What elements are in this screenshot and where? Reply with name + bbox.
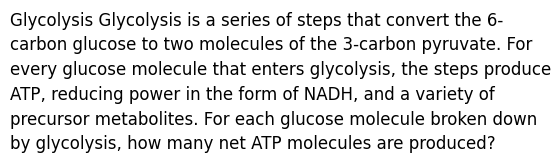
Text: Glycolysis Glycolysis is a series of steps that convert the 6-: Glycolysis Glycolysis is a series of ste…	[10, 12, 503, 30]
Text: ATP, reducing power in the form of NADH, and a variety of: ATP, reducing power in the form of NADH,…	[10, 86, 495, 104]
Text: every glucose molecule that enters glycolysis, the steps produce: every glucose molecule that enters glyco…	[10, 61, 551, 79]
Text: carbon glucose to two molecules of the 3-carbon pyruvate. For: carbon glucose to two molecules of the 3…	[10, 36, 532, 54]
Text: by glycolysis, how many net ATP molecules are produced?: by glycolysis, how many net ATP molecule…	[10, 135, 496, 153]
Text: precursor metabolites. For each glucose molecule broken down: precursor metabolites. For each glucose …	[10, 111, 537, 129]
